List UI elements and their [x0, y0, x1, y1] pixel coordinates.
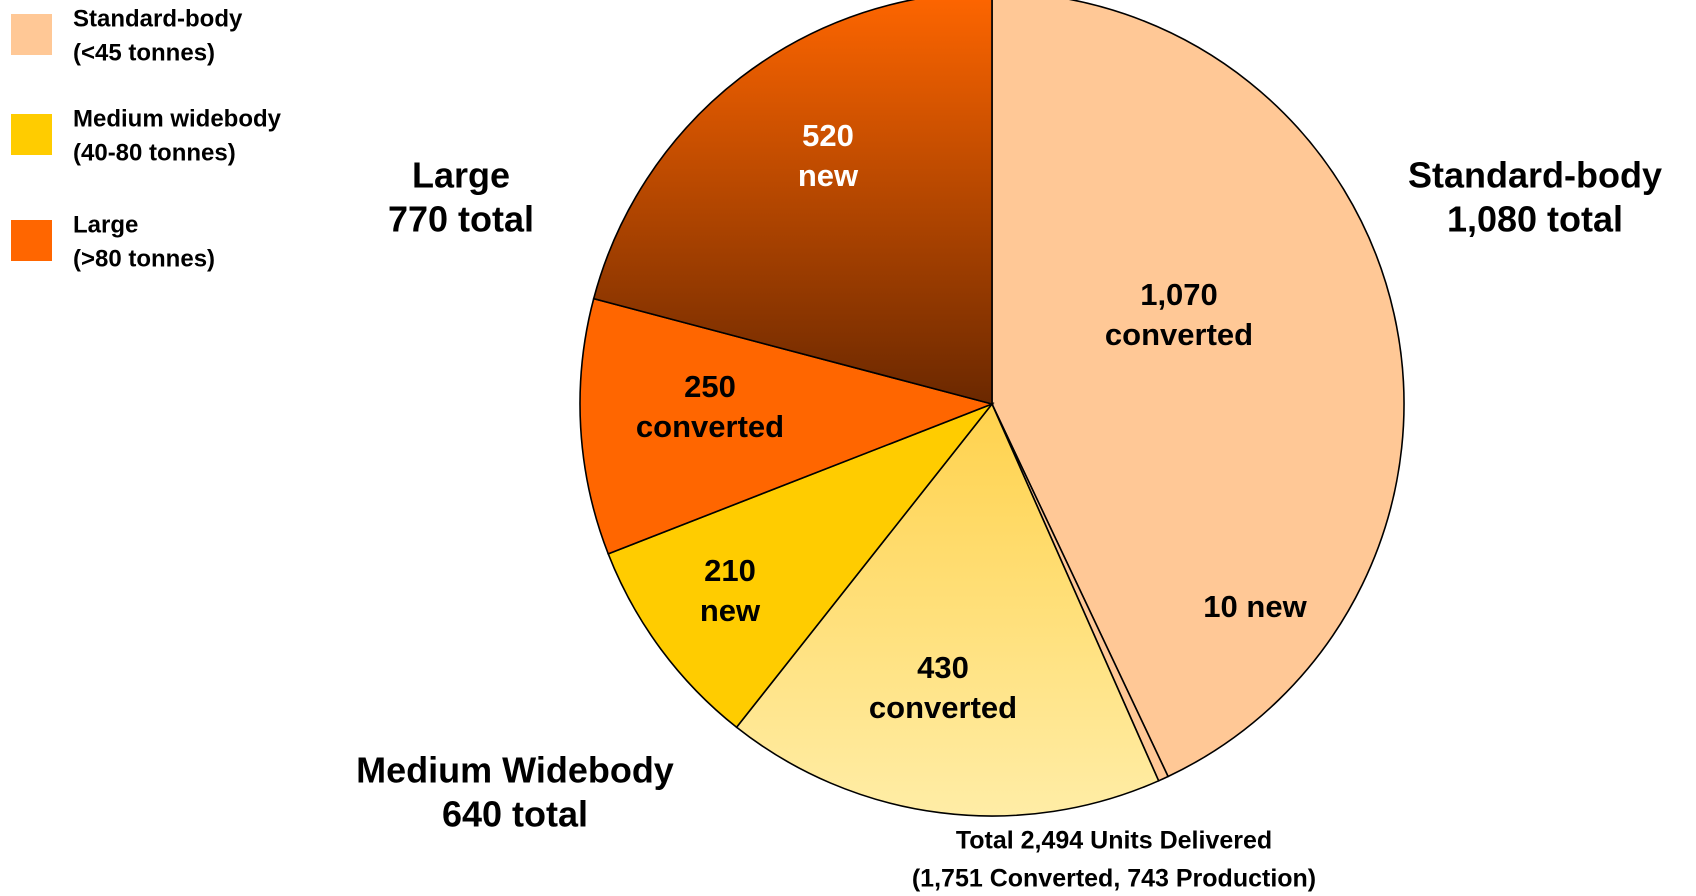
slice-label: 250 converted — [636, 369, 784, 444]
legend-swatch — [11, 220, 52, 261]
slice-label: 520 new — [798, 118, 859, 193]
slice-value: 1,070 — [1140, 277, 1218, 312]
slice-label: 1,070 converted — [1105, 277, 1253, 352]
pie-slice — [991, 0, 1405, 778]
legend-range: (<45 tonnes) — [73, 39, 215, 66]
pie — [579, 0, 1405, 817]
slice-category: new — [1246, 589, 1307, 624]
slice-label: 430 converted — [869, 650, 1017, 725]
labels: 1,070 converted 10 new 430 converted 210 new 25… — [356, 118, 1662, 834]
slice-label: 210 new — [700, 553, 761, 628]
group-total: 770 total — [388, 199, 534, 240]
pie-slice — [579, 297, 995, 555]
footnote: (1,751 Converted, 743 Production) — [912, 865, 1316, 893]
slice-value: 210 — [704, 553, 756, 588]
slice-value: 520 — [802, 118, 854, 153]
legend-name: Large — [73, 211, 138, 238]
legend-swatch — [11, 14, 52, 55]
group-total: 1,080 total — [1447, 199, 1623, 240]
pie-slice — [735, 402, 1160, 817]
slice-category: converted — [869, 690, 1017, 725]
slice-label: 10 new — [1203, 589, 1307, 624]
pie-slice — [607, 402, 995, 729]
legend-swatch — [11, 114, 52, 155]
slice-category: new — [798, 158, 859, 193]
legend-range: (>80 tonnes) — [73, 245, 215, 272]
footnote: Total 2,494 Units Delivered — [956, 827, 1272, 855]
pie-slice — [592, 0, 993, 406]
slice-value: 250 — [684, 369, 736, 404]
group-name: Standard-body — [1408, 155, 1662, 196]
slice-category: new — [700, 593, 761, 628]
legend-name: Medium widebody — [73, 105, 282, 132]
group-name: Large — [412, 155, 510, 196]
group-name: Medium Widebody — [356, 750, 674, 791]
slice-category: converted — [1105, 317, 1253, 352]
group-total: 640 total — [442, 794, 588, 835]
slice-category: converted — [636, 409, 784, 444]
slice-value: 10 — [1203, 589, 1237, 624]
legend-name: Standard-body — [73, 5, 243, 32]
slice-value: 430 — [917, 650, 969, 685]
legend-range: (40-80 tonnes) — [73, 139, 236, 166]
